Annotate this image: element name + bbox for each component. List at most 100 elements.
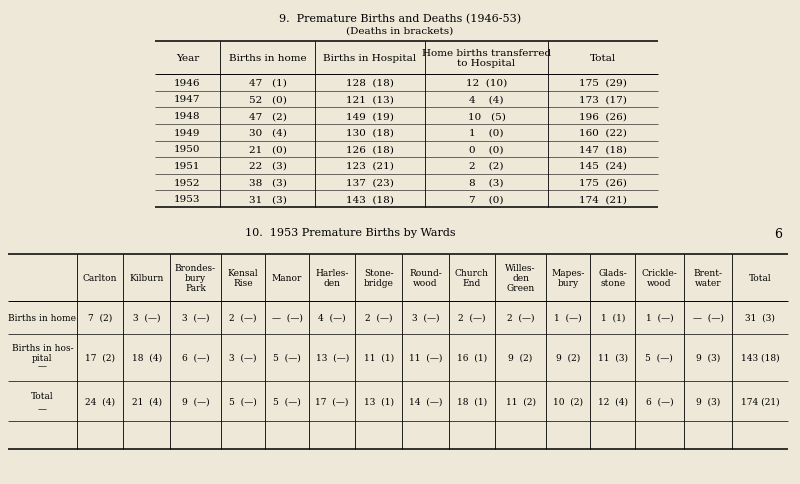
Text: 3  (—): 3 (—)	[182, 313, 209, 322]
Text: 1  (1): 1 (1)	[601, 313, 625, 322]
Text: 1947: 1947	[174, 95, 201, 104]
Text: 13  (1): 13 (1)	[364, 397, 394, 406]
Text: 12  (4): 12 (4)	[598, 397, 628, 406]
Text: 10  (2): 10 (2)	[553, 397, 583, 406]
Text: 126  (18): 126 (18)	[346, 145, 394, 154]
Text: 6  (—): 6 (—)	[646, 397, 673, 406]
Text: 14  (—): 14 (—)	[409, 397, 442, 406]
Text: 2  (—): 2 (—)	[230, 313, 257, 322]
Text: 8    (3): 8 (3)	[470, 178, 504, 187]
Text: 5  (—): 5 (—)	[229, 397, 257, 406]
Text: —: —	[38, 361, 47, 370]
Text: 128  (18): 128 (18)	[346, 79, 394, 88]
Text: 9  (3): 9 (3)	[696, 397, 720, 406]
Text: 17  (2): 17 (2)	[85, 353, 115, 362]
Text: 6: 6	[774, 227, 782, 241]
Text: Manor: Manor	[272, 273, 302, 283]
Text: 1946: 1946	[174, 79, 201, 88]
Text: 18  (1): 18 (1)	[457, 397, 487, 406]
Text: Total: Total	[31, 392, 54, 401]
Text: Stone-
bridge: Stone- bridge	[364, 268, 394, 287]
Text: Carlton: Carlton	[83, 273, 118, 283]
Text: 17  (—): 17 (—)	[315, 397, 349, 406]
Text: 3  (—): 3 (—)	[133, 313, 161, 322]
Text: 175  (29): 175 (29)	[579, 79, 627, 88]
Text: Total: Total	[749, 273, 771, 283]
Text: 145  (24): 145 (24)	[579, 162, 627, 170]
Text: 47   (1): 47 (1)	[249, 79, 286, 88]
Text: 2  (—): 2 (—)	[365, 313, 393, 322]
Text: Home births transferred
to Hospital: Home births transferred to Hospital	[422, 49, 551, 68]
Text: 11  (1): 11 (1)	[364, 353, 394, 362]
Text: Year: Year	[176, 54, 199, 63]
Text: 30   (4): 30 (4)	[249, 128, 286, 137]
Text: 123  (21): 123 (21)	[346, 162, 394, 170]
Text: Mapes-
bury: Mapes- bury	[551, 268, 585, 287]
Text: 3  (—): 3 (—)	[230, 353, 257, 362]
Text: 1    (0): 1 (0)	[470, 128, 504, 137]
Text: 9.  Premature Births and Deaths (1946-53): 9. Premature Births and Deaths (1946-53)	[279, 14, 521, 24]
Text: Kensal
Rise: Kensal Rise	[228, 268, 258, 287]
Text: 121  (13): 121 (13)	[346, 95, 394, 104]
Text: 5  (—): 5 (—)	[274, 397, 301, 406]
Text: Births in home: Births in home	[9, 313, 77, 322]
Text: Kilburn: Kilburn	[130, 273, 164, 283]
Text: 1  (—): 1 (—)	[646, 313, 673, 322]
Text: 4    (4): 4 (4)	[470, 95, 504, 104]
Text: 149  (19): 149 (19)	[346, 112, 394, 121]
Text: Glads-
stone: Glads- stone	[598, 268, 627, 287]
Text: Births in home: Births in home	[229, 54, 306, 63]
Text: 31   (3): 31 (3)	[249, 195, 286, 204]
Text: 21  (4): 21 (4)	[132, 397, 162, 406]
Text: 3  (—): 3 (—)	[412, 313, 439, 322]
Text: 196  (26): 196 (26)	[579, 112, 627, 121]
Text: 147  (18): 147 (18)	[579, 145, 627, 154]
Text: —  (—): — (—)	[272, 313, 302, 322]
Text: 9  (—): 9 (—)	[182, 397, 210, 406]
Text: 5  (—): 5 (—)	[274, 353, 301, 362]
Text: 174  (21): 174 (21)	[579, 195, 627, 204]
Text: 175  (26): 175 (26)	[579, 178, 627, 187]
Text: 1952: 1952	[174, 178, 201, 187]
Text: 2  (—): 2 (—)	[507, 313, 534, 322]
Text: 6  (—): 6 (—)	[182, 353, 210, 362]
Text: 38   (3): 38 (3)	[249, 178, 286, 187]
Text: 1  (—): 1 (—)	[554, 313, 582, 322]
Text: 12  (10): 12 (10)	[466, 79, 507, 88]
Text: 31  (3): 31 (3)	[746, 313, 775, 322]
Text: 2    (2): 2 (2)	[470, 162, 504, 170]
Text: Brondes-
bury
Park: Brondes- bury Park	[175, 263, 216, 293]
Text: 2  (—): 2 (—)	[458, 313, 486, 322]
Text: Brent-
water: Brent- water	[694, 268, 722, 287]
Text: Crickle-
wood: Crickle- wood	[642, 268, 678, 287]
Text: 4  (—): 4 (—)	[318, 313, 346, 322]
Text: 173  (17): 173 (17)	[579, 95, 627, 104]
Text: 9  (2): 9 (2)	[556, 353, 580, 362]
Text: 10.  1953 Premature Births by Wards: 10. 1953 Premature Births by Wards	[245, 227, 455, 238]
Text: 7    (0): 7 (0)	[470, 195, 504, 204]
Text: (Deaths in brackets): (Deaths in brackets)	[346, 27, 454, 36]
Text: 11  (—): 11 (—)	[409, 353, 442, 362]
Text: 22   (3): 22 (3)	[249, 162, 286, 170]
Text: 11  (2): 11 (2)	[506, 397, 535, 406]
Text: —: —	[38, 405, 47, 414]
Text: 137  (23): 137 (23)	[346, 178, 394, 187]
Text: 52   (0): 52 (0)	[249, 95, 286, 104]
Text: —  (—): — (—)	[693, 313, 723, 322]
Text: 1950: 1950	[174, 145, 201, 154]
Text: Willes-
den
Green: Willes- den Green	[506, 263, 536, 293]
Text: 10   (5): 10 (5)	[467, 112, 506, 121]
Text: 18  (4): 18 (4)	[132, 353, 162, 362]
Text: 1953: 1953	[174, 195, 201, 204]
Text: 13  (—): 13 (—)	[315, 353, 349, 362]
Text: 130  (18): 130 (18)	[346, 128, 394, 137]
Text: Harles-
den: Harles- den	[315, 268, 349, 287]
Text: Church
End: Church End	[455, 268, 489, 287]
Text: 1949: 1949	[174, 128, 201, 137]
Text: 143 (18): 143 (18)	[741, 353, 779, 362]
Text: 1951: 1951	[174, 162, 201, 170]
Text: Births in hos-
pital: Births in hos- pital	[12, 343, 74, 363]
Text: Births in Hospital: Births in Hospital	[323, 54, 417, 63]
Text: 24  (4): 24 (4)	[85, 397, 115, 406]
Text: 16  (1): 16 (1)	[457, 353, 487, 362]
